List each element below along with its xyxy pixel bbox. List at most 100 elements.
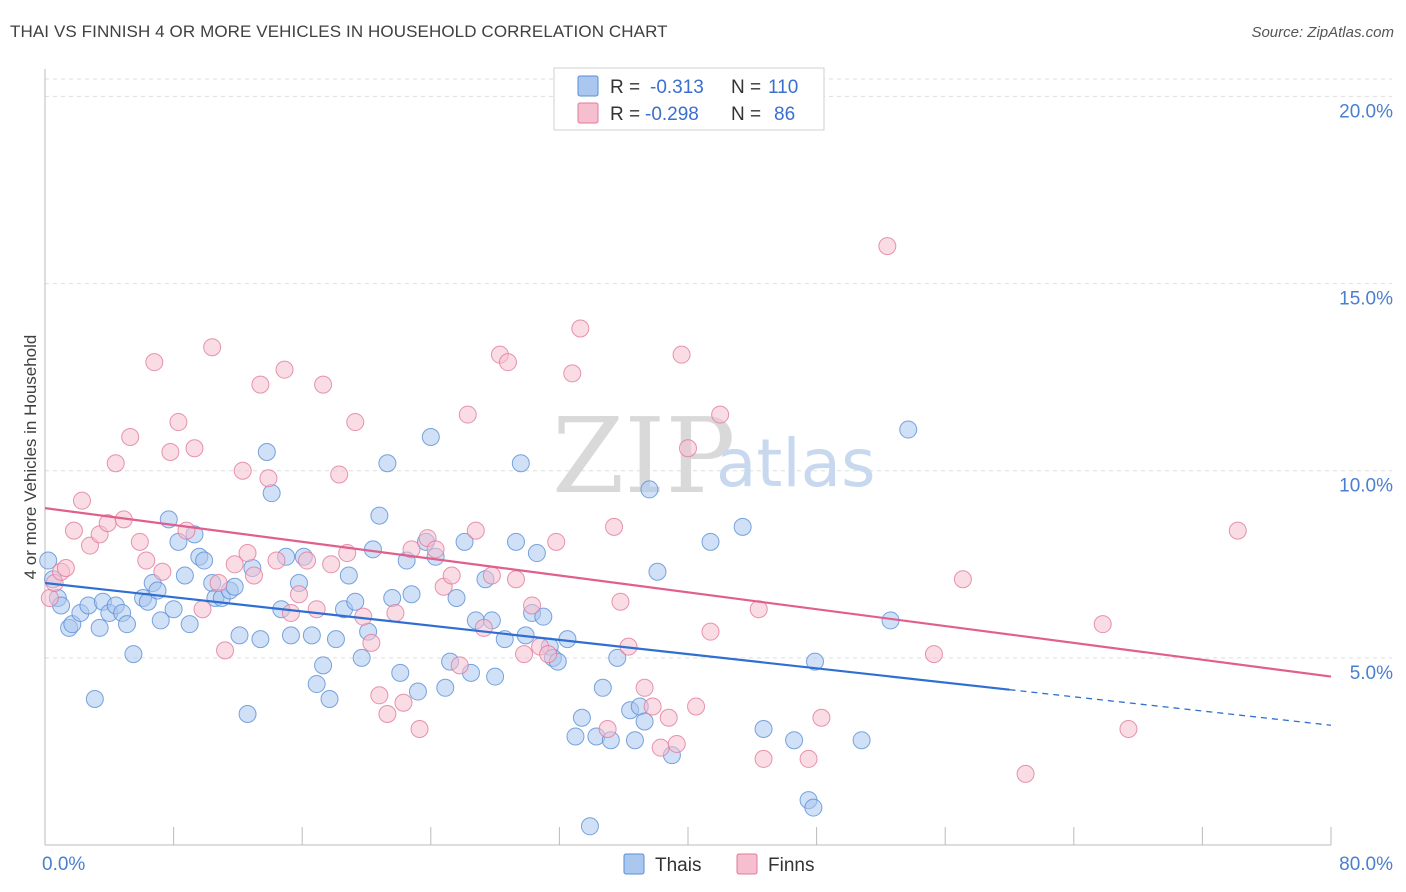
y-tick-label: 5.0% (1350, 663, 1393, 684)
data-point (378, 705, 397, 723)
data-point (547, 532, 566, 551)
data-point (314, 656, 333, 675)
data-point (711, 405, 730, 424)
data-point (64, 521, 83, 540)
data-point (1016, 764, 1035, 783)
data-point (230, 626, 249, 645)
data-point (370, 686, 389, 705)
data-point (322, 555, 341, 574)
data-point (307, 600, 326, 619)
data-point (563, 364, 582, 383)
bottom-legend: Thais Finns (623, 853, 814, 876)
data-point (352, 648, 371, 667)
data-point (137, 551, 156, 570)
series-finns (40, 319, 831, 768)
data-point (580, 817, 599, 836)
legend-r-label-finns: R = (610, 104, 640, 125)
data-point (90, 618, 109, 637)
data-point (225, 577, 244, 596)
data-point (799, 749, 818, 768)
data-point (175, 566, 194, 585)
data-point (402, 540, 421, 559)
data-point (410, 719, 429, 738)
data-point (687, 697, 706, 716)
legend-swatch-finns (577, 102, 599, 124)
data-point (571, 319, 590, 338)
y-tick-label: 20.0% (1339, 101, 1393, 122)
data-point (169, 413, 188, 432)
data-point (259, 469, 278, 488)
data-point (635, 712, 654, 731)
bottom-legend-label-finns: Finns (768, 855, 814, 876)
data-point (679, 439, 697, 458)
data-point (953, 570, 972, 589)
data-point (593, 678, 612, 697)
x-tick-labels: 0.0% 80.0% (42, 854, 1393, 875)
data-point (177, 521, 196, 540)
data-point (238, 544, 257, 563)
data-point (378, 454, 397, 473)
data-point (812, 708, 831, 727)
data-point (117, 615, 136, 634)
data-point (566, 727, 585, 746)
trend-line-finns (44, 507, 1332, 678)
data-point (805, 652, 824, 671)
data-point (289, 585, 308, 604)
watermark-zip: ZIP (552, 395, 735, 517)
data-point (339, 566, 358, 585)
data-point (754, 749, 773, 768)
data-point (124, 645, 143, 664)
data-point (878, 237, 897, 256)
data-point (302, 626, 321, 645)
data-point (164, 600, 183, 619)
data-point (455, 532, 474, 551)
legend-box (553, 67, 825, 131)
data-point (458, 405, 477, 424)
data-point (605, 517, 624, 536)
data-point (216, 641, 235, 660)
data-point (426, 540, 445, 559)
trend-layer (44, 507, 1332, 726)
legend-r-label-thais: R = (610, 77, 640, 98)
data-point (233, 461, 252, 480)
data-point (267, 551, 286, 570)
y-tick-labels: 5.0% 10.0% 15.0% 20.0% (1339, 101, 1393, 683)
trend-line-extension-thais (1009, 689, 1332, 726)
x-ticks (44, 827, 1332, 845)
bottom-legend-swatch-thais (623, 853, 645, 875)
data-point (598, 719, 617, 738)
data-point (486, 667, 505, 686)
data-point (203, 338, 222, 357)
data-point (326, 630, 345, 649)
y-tick-label: 10.0% (1339, 476, 1393, 497)
data-point (251, 630, 270, 649)
data-point (262, 484, 281, 503)
data-point (442, 566, 461, 585)
legend-r-value-thais: -0.313 (650, 77, 704, 98)
data-point (659, 708, 678, 727)
data-point (225, 555, 244, 574)
data-point (362, 633, 381, 652)
data-point (346, 592, 365, 611)
data-point (1228, 521, 1247, 540)
data-point (383, 588, 402, 607)
data-point (523, 596, 542, 615)
legend-n-label-finns: N = (731, 104, 761, 125)
data-point (386, 603, 405, 622)
data-point (625, 731, 644, 750)
data-point (672, 345, 691, 364)
data-point (1119, 719, 1138, 738)
data-point (298, 551, 317, 570)
data-point (238, 705, 257, 723)
data-point (370, 506, 389, 525)
data-point (185, 439, 204, 458)
data-point (701, 622, 720, 641)
data-point (608, 648, 627, 667)
data-point (852, 731, 871, 750)
data-point (257, 443, 276, 461)
data-point (474, 618, 493, 637)
data-point (924, 645, 943, 664)
data-point (121, 428, 140, 447)
data-point (151, 611, 170, 630)
